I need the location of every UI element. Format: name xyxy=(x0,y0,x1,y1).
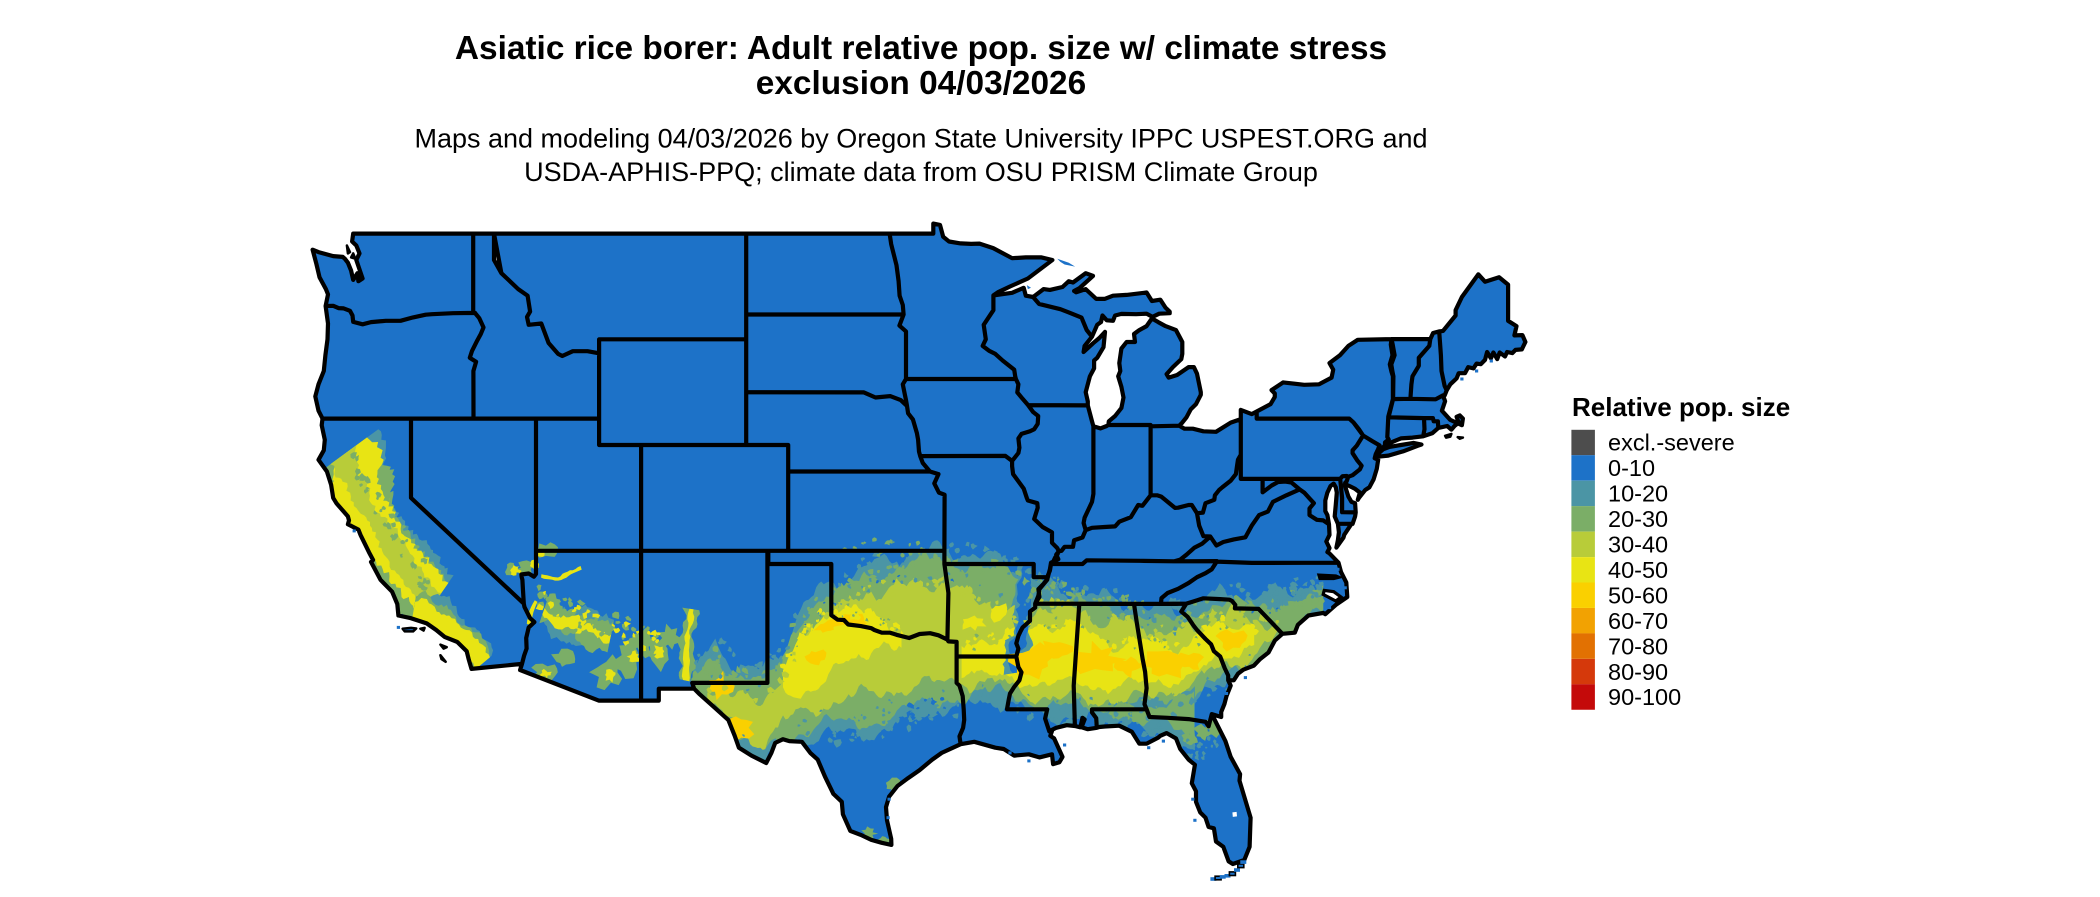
svg-text:USDA-APHIS-PPQ; climate data f: USDA-APHIS-PPQ; climate data from OSU PR… xyxy=(524,157,1318,187)
svg-text:Asiatic rice borer: Adult rela: Asiatic rice borer: Adult relative pop. … xyxy=(455,30,1387,67)
svg-text:excl.-severe: excl.-severe xyxy=(1608,430,1735,456)
svg-text:60-70: 60-70 xyxy=(1608,608,1668,634)
svg-text:exclusion 04/03/2026: exclusion 04/03/2026 xyxy=(756,65,1086,102)
svg-text:Relative pop. size: Relative pop. size xyxy=(1572,392,1790,422)
svg-text:Maps and modeling 04/03/2026 b: Maps and modeling 04/03/2026 by Oregon S… xyxy=(414,124,1427,154)
svg-text:90-100: 90-100 xyxy=(1608,684,1681,710)
svg-text:20-30: 20-30 xyxy=(1608,506,1668,532)
svg-text:40-50: 40-50 xyxy=(1608,557,1668,583)
svg-text:80-90: 80-90 xyxy=(1608,659,1668,685)
svg-text:10-20: 10-20 xyxy=(1608,481,1668,507)
svg-text:0-10: 0-10 xyxy=(1608,455,1655,481)
svg-text:50-60: 50-60 xyxy=(1608,582,1668,608)
svg-text:70-80: 70-80 xyxy=(1608,633,1668,659)
svg-text:30-40: 30-40 xyxy=(1608,532,1668,558)
